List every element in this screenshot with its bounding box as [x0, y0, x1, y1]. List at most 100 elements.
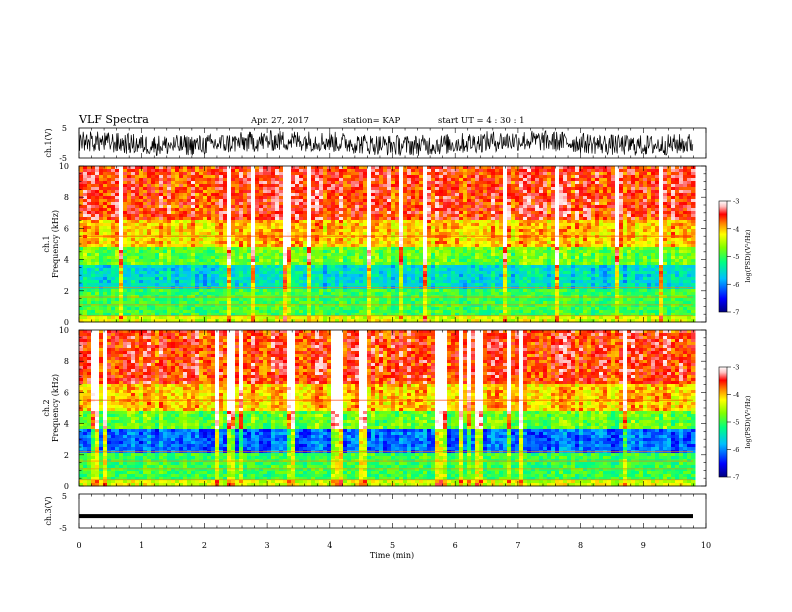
spectrogram-cell — [531, 193, 536, 197]
spectrogram-cell — [403, 205, 408, 209]
spectrogram-cell — [687, 208, 692, 212]
spectrogram-cell — [83, 244, 88, 248]
spectrogram-cell — [535, 214, 540, 218]
spectrogram-cell — [331, 214, 336, 218]
spectrogram-cell — [631, 178, 636, 182]
spectrogram-cell — [495, 259, 500, 263]
spectrogram-cell — [527, 211, 532, 215]
spectrogram-cell — [471, 259, 476, 263]
spectrogram-cell — [463, 184, 468, 188]
spectrogram-cell — [191, 259, 196, 263]
spectrogram-cell — [443, 190, 448, 194]
spectrogram-cell — [171, 181, 176, 185]
spectrogram-cell — [211, 172, 216, 176]
spectrogram-cell — [327, 181, 332, 185]
spectrogram-cell — [187, 178, 192, 182]
spectrogram-cell — [139, 229, 144, 233]
spectrogram-cell — [319, 226, 324, 230]
spectrogram-cell — [603, 217, 608, 221]
spectrogram-cell — [503, 256, 508, 260]
spectrogram-cell — [627, 256, 632, 260]
spectrogram-cell — [607, 226, 612, 230]
spectrogram-cell — [671, 193, 676, 197]
spectrogram-cell — [679, 226, 684, 230]
spectrogram-cell — [403, 202, 408, 206]
spectrogram-cell — [367, 235, 372, 239]
spectrogram-cell — [235, 211, 240, 215]
spectrogram-cell — [127, 190, 132, 194]
spectrogram-cell — [427, 208, 432, 212]
spectrogram-cell — [535, 256, 540, 260]
spectrogram-cell — [195, 199, 200, 203]
spectrogram-cell — [599, 220, 604, 224]
spectrogram-cell — [539, 181, 544, 185]
spectrogram-cell — [455, 181, 460, 185]
spectrogram-cell — [395, 190, 400, 194]
spectrogram-cell — [343, 238, 348, 242]
spectrogram-cell — [251, 253, 256, 257]
spectrogram-cell — [291, 211, 296, 215]
spectrogram-cell — [603, 187, 608, 191]
spectrogram-cell — [595, 178, 600, 182]
spectrogram-cell — [491, 232, 496, 236]
spectrogram-cell — [299, 205, 304, 209]
spectrogram-cell — [307, 211, 312, 215]
spectrogram-cell — [275, 208, 280, 212]
spectrogram-cell — [547, 226, 552, 230]
spectrogram-cell — [207, 190, 212, 194]
spectrogram-cell — [527, 199, 532, 203]
spectrogram-cell — [491, 214, 496, 218]
spectrogram-cell — [643, 223, 648, 227]
spectrogram-cell — [183, 229, 188, 233]
spectrogram-cell — [611, 223, 616, 227]
spectrogram-cell — [395, 196, 400, 200]
spectrogram-cell — [575, 241, 580, 245]
spectrogram-cell — [511, 193, 516, 197]
spectrogram-cell — [691, 187, 696, 191]
spectrogram-cell — [167, 172, 172, 176]
spectrogram-cell — [651, 238, 656, 242]
spectrogram-cell — [143, 193, 148, 197]
spectrogram-cell — [143, 211, 148, 215]
spectrogram-cell — [591, 205, 596, 209]
spectrogram-cell — [235, 259, 240, 263]
spectrogram-cell — [383, 250, 388, 254]
spectrogram-cell — [587, 196, 592, 200]
spectrogram-cell — [591, 199, 596, 203]
spectrogram-cell — [447, 250, 452, 254]
spectrogram-cell — [271, 253, 276, 257]
spectrogram-cell — [471, 181, 476, 185]
spectrogram-cell — [639, 169, 644, 173]
spectrogram-cell — [199, 187, 204, 191]
spectrogram-cell — [547, 244, 552, 248]
spectrogram-cell — [307, 223, 312, 227]
spectrogram-cell — [555, 238, 560, 242]
spectrogram-cell — [523, 217, 528, 221]
spectrogram-cell — [387, 187, 392, 191]
spectrogram-cell — [615, 205, 620, 209]
spectrogram-cell — [191, 253, 196, 257]
spectrogram-cell — [395, 250, 400, 254]
spectrogram-cell — [371, 238, 376, 242]
spectrogram-cell — [343, 217, 348, 221]
spectrogram-cell — [507, 241, 512, 245]
spectrogram-cell — [499, 196, 504, 200]
spectrogram-cell — [183, 259, 188, 263]
spectrogram-cell — [263, 172, 268, 176]
spectrogram-cell — [611, 193, 616, 197]
spectrogram-cell — [335, 178, 340, 182]
spectrogram-cell — [107, 184, 112, 188]
spectrogram-cell — [159, 229, 164, 233]
spectrogram-cell — [247, 256, 252, 260]
spectrogram-cell — [191, 244, 196, 248]
spectrogram-cell — [655, 166, 660, 170]
spectrogram-cell — [223, 166, 228, 170]
spectrogram-cell — [515, 232, 520, 236]
spectrogram-cell — [639, 190, 644, 194]
spectrogram-cell — [83, 193, 88, 197]
spectrogram-cell — [403, 208, 408, 212]
spectrogram-cell — [307, 226, 312, 230]
spectrogram-cell — [311, 202, 316, 206]
spectrogram-cell — [279, 190, 284, 194]
spectrogram-cell — [579, 244, 584, 248]
